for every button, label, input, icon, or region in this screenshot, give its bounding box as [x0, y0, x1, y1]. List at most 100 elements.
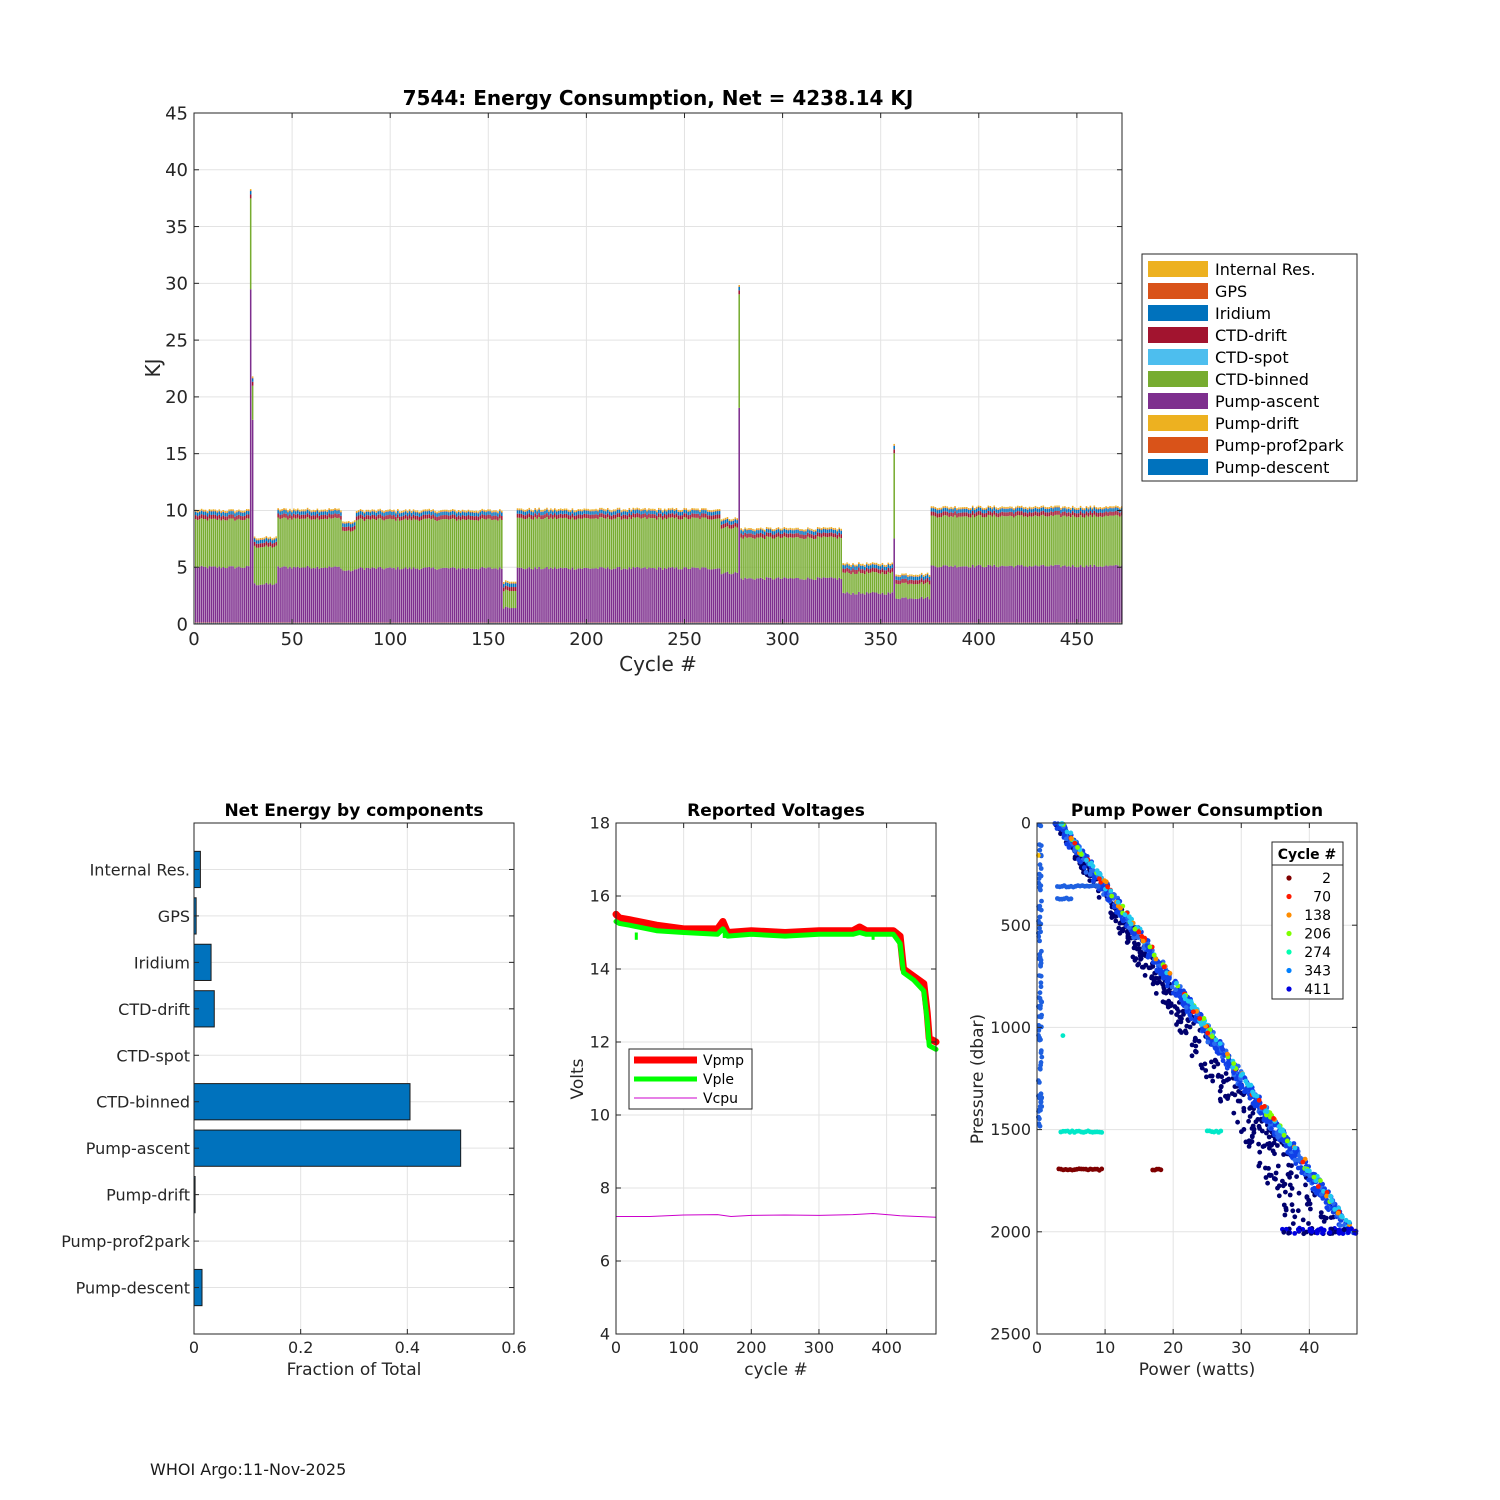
energy-bar-segment [636, 509, 638, 510]
energy-bar-segment [245, 510, 248, 511]
energy-bar-segment [373, 511, 376, 512]
energy-bar-segment [614, 511, 617, 515]
energy-bar-segment [565, 510, 568, 514]
energy-bar-segment [357, 519, 360, 569]
energy-bar-segment [259, 547, 262, 585]
energy-bar-segment [750, 529, 752, 534]
energy-bar-segment [1007, 512, 1009, 517]
energy-bar-segment [1050, 515, 1052, 566]
energy-bar-segment [283, 566, 285, 623]
energy-bar-segment [240, 567, 242, 623]
energy-bar-segment [451, 514, 454, 519]
energy-bar-segment [659, 509, 662, 511]
energy-bar-segment [253, 541, 256, 546]
energy-bar-segment [603, 518, 605, 569]
energy-bar-segment [377, 510, 379, 512]
energy-bar-segment [1064, 565, 1066, 623]
energy-bar-segment [1001, 511, 1003, 516]
energy-bar-segment [920, 578, 923, 583]
energy-bar-segment [1005, 566, 1007, 623]
energy-bar-segment [385, 515, 387, 520]
energy-bar-segment [746, 530, 748, 534]
energy-bar-segment [459, 512, 462, 513]
energy-bar-segment [712, 519, 715, 570]
energy-bar-segment [224, 510, 226, 513]
energy-bar-segment [966, 512, 968, 517]
energy-bar-segment [320, 511, 323, 512]
energy-bar-segment [1054, 507, 1056, 511]
energy-bar-segment [234, 516, 236, 521]
energy-bar-segment [779, 528, 782, 531]
energy-bar-segment [730, 574, 733, 623]
energy-bar-segment [891, 562, 894, 564]
energy-bar-segment [946, 507, 948, 509]
energy-bar-segment [824, 528, 827, 530]
energy-bar-segment [359, 509, 362, 511]
energy-bar-segment [763, 531, 766, 536]
energy-bar-segment [675, 567, 678, 623]
energy-bar-segment [603, 510, 605, 515]
energy-bar-segment [985, 516, 988, 567]
energy-bar-segment [330, 514, 332, 519]
energy-bar-segment [569, 512, 572, 516]
energy-bar-segment [555, 515, 558, 519]
energy-bar-segment [1077, 507, 1080, 510]
energy-bar-segment [683, 513, 686, 518]
energy-bar-segment [1030, 507, 1033, 509]
energy-bar-segment [367, 511, 370, 516]
pump-point [1174, 1022, 1179, 1027]
energy-bar-segment [899, 576, 901, 577]
energy-bar-segment [771, 538, 774, 580]
energy-bar-segment [516, 567, 519, 623]
energy-bar-segment [964, 516, 966, 567]
energy-bar-segment [530, 511, 533, 515]
energy-bar-segment [999, 507, 1001, 509]
energy-bar-segment [503, 582, 505, 584]
energy-bar-segment [340, 511, 342, 513]
energy-bar-segment [701, 508, 703, 510]
energy-bar-segment [640, 568, 642, 623]
energy-bar-segment [771, 529, 774, 531]
energy-bar-segment [807, 536, 809, 578]
energy-bar-segment [685, 567, 687, 623]
energy-bar-segment [905, 582, 907, 598]
energy-bar-segment [881, 568, 884, 573]
energy-legend-label: CTD-spot [1215, 348, 1289, 367]
energy-bar-segment [871, 563, 874, 565]
energy-bar-segment [1020, 511, 1023, 516]
energy-bar-segment [871, 567, 874, 572]
energy-bar-segment [773, 529, 776, 531]
energy-bar-segment [901, 574, 903, 576]
energy-bar-segment [281, 567, 283, 623]
energy-bar-segment [646, 518, 648, 569]
energy-bar-segment [1026, 567, 1029, 623]
energy-bar-segment [822, 528, 825, 529]
energy-bar-segment [915, 584, 917, 599]
energy-bar-segment [450, 567, 452, 623]
energy-bar-segment [997, 567, 999, 623]
energy-bar-segment [930, 565, 933, 623]
energy-bar-segment [206, 511, 209, 513]
energy-bar-segment [738, 407, 740, 623]
energy-bar-segment [1109, 506, 1111, 508]
energy-bar-segment [552, 568, 554, 623]
energy-bar-segment [365, 515, 368, 520]
energy-bar-segment [740, 529, 742, 531]
energy-bar-segment [459, 520, 462, 570]
energy-legend-swatch [1148, 459, 1208, 475]
energy-bar-segment [942, 565, 945, 623]
energy-bar-segment [834, 578, 837, 623]
energy-bar-segment [577, 568, 580, 623]
energy-bar-segment [297, 517, 299, 567]
energy-bar-segment [801, 529, 803, 531]
energy-bar-segment [889, 565, 892, 566]
energy-bar-segment [361, 515, 364, 520]
energy-bar-segment [375, 512, 378, 513]
energy-bar-segment [565, 517, 568, 568]
energy-bar-segment [1117, 506, 1119, 508]
energy-bar-segment [913, 574, 915, 577]
energy-bar-segment [891, 567, 894, 572]
energy-bar-segment [903, 573, 905, 575]
energy-bar-segment [756, 533, 758, 538]
energy-bar-segment [805, 531, 807, 535]
